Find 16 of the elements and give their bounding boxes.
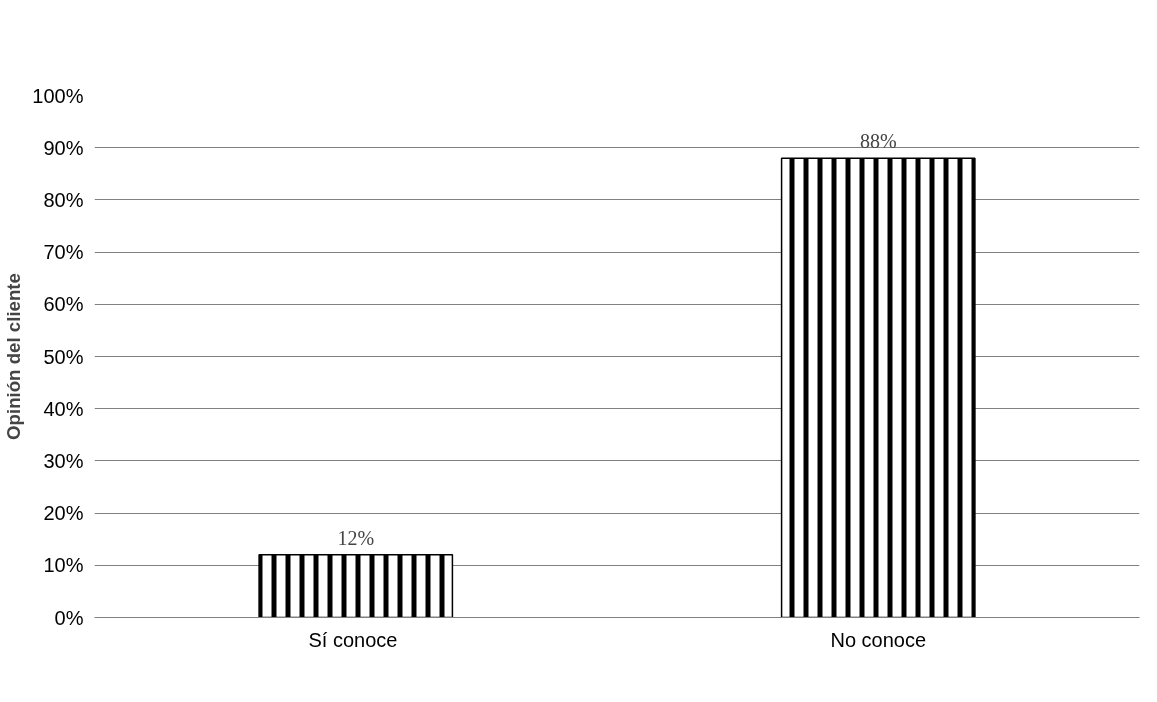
y-tick-label: 80%: [43, 188, 84, 211]
y-axis-title: Opinión del cliente: [3, 273, 25, 440]
y-tick-label: 30%: [43, 449, 84, 472]
y-tick-label: 90%: [43, 136, 84, 159]
y-tick-label: 10%: [43, 554, 84, 577]
data-label: 12%: [337, 526, 375, 549]
x-tick-label: No conoce: [830, 628, 927, 651]
data-label: 88%: [859, 130, 897, 153]
y-tick-label: 20%: [43, 502, 84, 525]
y-tick-label: 100%: [32, 84, 84, 107]
y-tick-label: 70%: [43, 241, 84, 264]
y-tick-label: 50%: [43, 345, 84, 368]
x-tick-label: Sí conoce: [308, 628, 398, 651]
y-tick-label: 40%: [43, 397, 84, 420]
y-tick-label: 60%: [43, 293, 84, 316]
y-tick-label: 0%: [54, 606, 84, 629]
